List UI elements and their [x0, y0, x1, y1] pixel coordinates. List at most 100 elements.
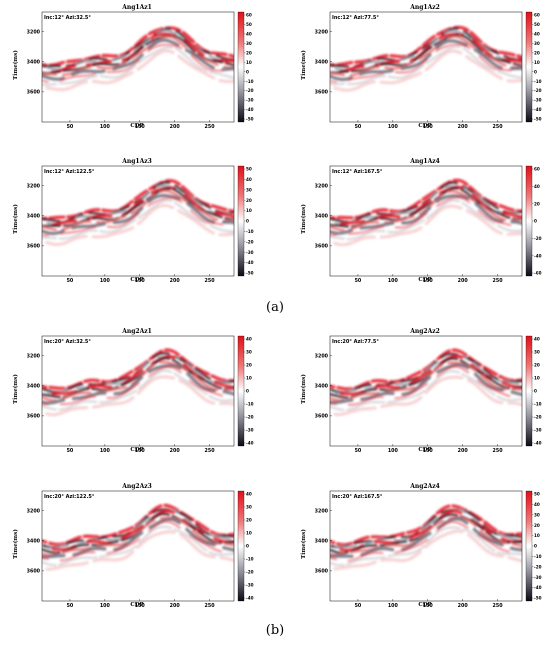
x-tick-label: 150 — [135, 448, 146, 454]
colorbar-tick-label: -40 — [534, 253, 542, 258]
x-tick-label: 100 — [100, 603, 111, 609]
panel-annotation: Inc:20° Azi:167.5° — [332, 494, 383, 500]
colorbar-tick-label: 0 — [246, 544, 249, 549]
y-tick-label: 3400 — [27, 383, 41, 389]
colorbar-tick-label: 60 — [246, 13, 252, 18]
seismic-panel: 50 100 150 200 250 3200 3400 3600 Inc:20° Azi:16… — [300, 483, 542, 611]
plot-frame — [41, 11, 235, 123]
panel-annotation: Inc:20° Azi:32.5° — [44, 339, 91, 345]
y-axis-label: Time(ms) — [13, 529, 19, 559]
x-axis-label: CDP — [130, 447, 144, 453]
x-tick-label: 150 — [423, 448, 434, 454]
colorbar-tick-label: 40 — [246, 32, 252, 37]
y-tick-label: 3600 — [27, 244, 41, 250]
colorbar-tick-label: -50 — [534, 117, 542, 122]
colorbar-tick-label: -40 — [534, 441, 542, 446]
y-tick-label: 3200 — [315, 183, 329, 189]
colorbar-tick-label: 10 — [246, 376, 252, 381]
x-tick-label: 200 — [170, 448, 181, 454]
colorbar-tick-label: 30 — [534, 512, 540, 517]
y-axis-label: Time(ms) — [13, 374, 19, 404]
y-axis-label: Time(ms) — [301, 50, 307, 80]
colorbar-tick-label: 0 — [246, 219, 249, 224]
colorbar-tick-label: 40 — [246, 492, 252, 497]
colorbar-tick-label: 10 — [534, 533, 540, 538]
x-tick-label: 100 — [100, 124, 111, 130]
colorbar-tick-label: 0 — [246, 69, 249, 74]
y-tick-label: 3200 — [315, 508, 329, 514]
y-axis-label: Time(ms) — [301, 529, 307, 559]
colorbar-tick-label: -20 — [534, 236, 542, 241]
x-tick-label: 250 — [493, 448, 504, 454]
colorbar-tick-label: -50 — [246, 117, 254, 122]
colorbar-tick-label: 30 — [534, 41, 540, 46]
colorbar-tick-label: -10 — [246, 402, 254, 407]
colorbar-tick-label: -20 — [246, 570, 254, 575]
colorbar — [525, 335, 533, 447]
y-axis-label: Time(ms) — [13, 50, 19, 80]
colorbar-tick-label: -40 — [246, 441, 254, 446]
colorbar-tick-label: -30 — [246, 250, 254, 255]
panel-title: Ang1Az3 — [122, 158, 152, 165]
colorbar — [237, 165, 245, 277]
colorbar-tick-label: 20 — [534, 201, 540, 206]
x-tick-label: 250 — [205, 124, 216, 130]
colorbar-tick-label: 0 — [534, 69, 537, 74]
colorbar-tick-label: -20 — [534, 415, 542, 420]
panel-annotation: Inc:12° Azi:77.5° — [332, 15, 379, 21]
y-tick-label: 3400 — [27, 59, 41, 65]
y-tick-label: 3600 — [315, 414, 329, 420]
colorbar-tick-label: -40 — [246, 260, 254, 265]
seismic-reflectors — [330, 504, 522, 571]
colorbar-tick-label: 10 — [246, 60, 252, 65]
y-tick-label: 3200 — [315, 29, 329, 35]
x-tick-label: 250 — [205, 603, 216, 609]
colorbar-tick-label: 60 — [534, 13, 540, 18]
colorbar-tick-label: 10 — [246, 208, 252, 213]
x-tick-label: 200 — [458, 278, 469, 284]
colorbar-tick-label: 40 — [534, 184, 540, 189]
plot-frame — [329, 335, 523, 447]
y-tick-label: 3200 — [27, 183, 41, 189]
y-tick-label: 3600 — [27, 569, 41, 575]
x-tick-label: 100 — [100, 448, 111, 454]
x-tick-label: 200 — [458, 603, 469, 609]
colorbar-tick-label: -10 — [534, 554, 542, 559]
x-tick-label: 150 — [135, 603, 146, 609]
x-tick-label: 50 — [355, 603, 362, 609]
x-tick-label: 200 — [458, 448, 469, 454]
colorbar-tick-label: -30 — [246, 583, 254, 588]
x-tick-label: 150 — [423, 278, 434, 284]
colorbar-tick-label: 20 — [246, 518, 252, 523]
x-tick-label: 150 — [135, 278, 146, 284]
x-tick-label: 200 — [458, 124, 469, 130]
x-tick-label: 250 — [493, 124, 504, 130]
x-tick-label: 100 — [388, 124, 399, 130]
colorbar-tick-label: 10 — [534, 60, 540, 65]
x-tick-label: 250 — [493, 278, 504, 284]
x-tick-label: 50 — [67, 448, 74, 454]
colorbar-tick-label: 20 — [534, 363, 540, 368]
colorbar-tick-label: -40 — [246, 596, 254, 601]
colorbar-tick-label: 10 — [534, 376, 540, 381]
colorbar-tick-label: -10 — [534, 402, 542, 407]
panel-annotation: Inc:12° Azi:122.5° — [44, 169, 95, 175]
colorbar-tick-label: 50 — [534, 22, 540, 27]
seismic-reflectors — [42, 348, 234, 417]
seismic-panel: 50 100 150 200 250 3200 3400 3600 Inc:20° Azi:32… — [12, 328, 254, 456]
colorbar-tick-label: -40 — [246, 107, 254, 112]
x-tick-label: 50 — [355, 278, 362, 284]
colorbar-tick-label: -20 — [246, 239, 254, 244]
colorbar-tick-label: 30 — [246, 41, 252, 46]
colorbar-tick-label: 40 — [246, 337, 252, 342]
x-axis-label: CDP — [418, 277, 432, 283]
seismic-panel: 50 100 150 200 250 3200 3400 3600 Inc:20° Azi:77… — [300, 328, 542, 456]
colorbar-tick-label: 0 — [534, 544, 537, 549]
colorbar-tick-label: 40 — [534, 337, 540, 342]
seismic-panel: 50 100 150 200 250 3200 3400 3600 Inc:12° Azi:32… — [12, 4, 254, 132]
colorbar-tick-label: -30 — [246, 428, 254, 433]
